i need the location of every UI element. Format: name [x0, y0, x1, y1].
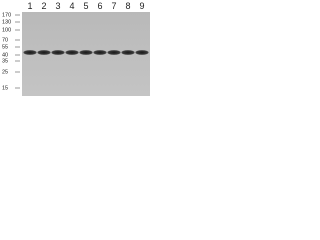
- lane-label: 4: [69, 1, 74, 11]
- marker-label: 55: [2, 44, 8, 50]
- band: [135, 50, 149, 55]
- marker-label: 130: [2, 19, 11, 25]
- lane-label: 1: [27, 1, 32, 11]
- marker-label: 35: [2, 58, 8, 64]
- band: [23, 50, 37, 55]
- band: [51, 50, 65, 55]
- marker-label: 40: [2, 52, 8, 58]
- band: [79, 50, 93, 55]
- marker-label: 15: [2, 85, 8, 91]
- lane-label: 3: [55, 1, 60, 11]
- lane-label: 9: [139, 1, 144, 11]
- marker-label: 100: [2, 27, 11, 33]
- lane-label: 6: [97, 1, 102, 11]
- lane-label: 5: [83, 1, 88, 11]
- lane-label: 2: [41, 1, 46, 11]
- marker-label: 70: [2, 37, 8, 43]
- band: [121, 50, 135, 55]
- marker-label: 25: [2, 69, 8, 75]
- band: [93, 50, 107, 55]
- marker-label: 170: [2, 12, 11, 18]
- lane-label: 7: [111, 1, 116, 11]
- band: [65, 50, 79, 55]
- band: [107, 50, 121, 55]
- band: [37, 50, 51, 55]
- page: {"lanes": ["1", "2", "3", "4", "5", "6",…: [0, 0, 150, 96]
- lane-label: 8: [125, 1, 130, 11]
